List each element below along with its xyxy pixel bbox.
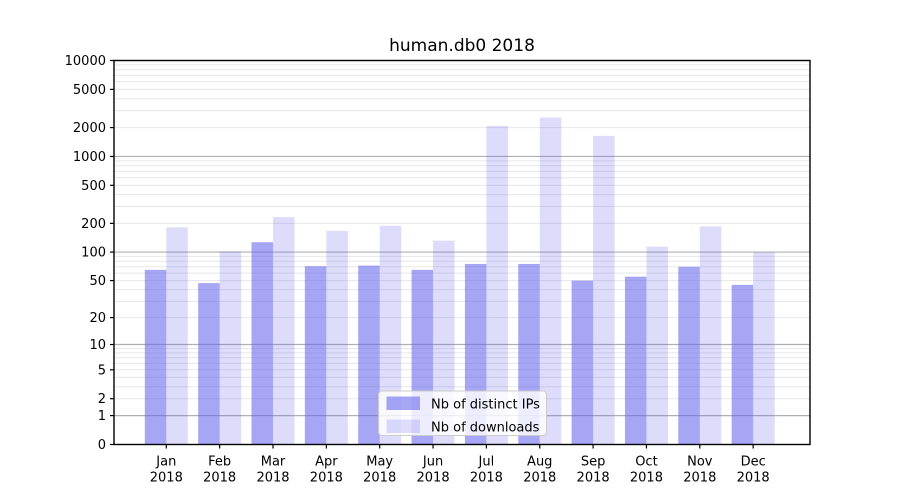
y-tick-label: 200 — [81, 217, 106, 232]
x-tick-label-year: 2018 — [737, 471, 770, 486]
y-tick-label: 1000 — [73, 150, 106, 165]
y-tick-label: 0 — [98, 438, 106, 453]
x-tick-label-month: Aug — [527, 455, 552, 470]
x-tick-label-year: 2018 — [470, 471, 503, 486]
x-axis: Jan2018Feb2018Mar2018Apr2018May2018Jun20… — [150, 444, 770, 486]
y-tick-label: 10000 — [65, 54, 106, 69]
legend-swatch-distinct-ips — [386, 396, 420, 410]
bar-dec-ips — [731, 284, 754, 445]
bar-may-downloads — [379, 225, 402, 445]
bar-nov-downloads — [699, 226, 722, 445]
x-tick-label-year: 2018 — [310, 471, 343, 486]
bar-jul-downloads — [486, 125, 508, 445]
legend-label-downloads: Nb of downloads — [431, 421, 540, 436]
bar-oct-downloads — [646, 246, 668, 445]
x-tick-label-month: Oct — [635, 455, 657, 470]
bar-dec-downloads — [753, 252, 775, 445]
y-axis: 0 1 2 5 10 20 50 100 200 500 1000 2000 5000 10000 — [65, 54, 114, 453]
x-tick-label-month: May — [366, 455, 393, 470]
x-tick-label-month: Sep — [581, 455, 606, 470]
legend-swatch-downloads — [386, 419, 420, 433]
x-tick-label-year: 2018 — [683, 471, 716, 486]
x-tick-label-month: Apr — [315, 455, 338, 470]
legend-box — [378, 390, 547, 436]
y-tick-label: 20 — [89, 311, 106, 326]
x-tick-label-year: 2018 — [630, 471, 663, 486]
y-tick-label: 2 — [98, 392, 106, 407]
x-tick-label-year: 2018 — [417, 471, 450, 486]
y-tick-label: 2000 — [73, 121, 106, 136]
x-tick-label-month: Jun — [422, 455, 443, 470]
bar-may-ips — [358, 265, 380, 445]
bar-feb-downloads — [219, 251, 242, 445]
y-tick-label: 5 — [98, 363, 106, 378]
bar-sep-downloads — [593, 135, 615, 445]
y-tick-label: 50 — [89, 274, 106, 289]
bar-apr-ips — [304, 266, 327, 445]
y-tick-label: 5000 — [73, 83, 106, 98]
y-tick-label: 1 — [98, 409, 106, 424]
y-tick-label: 100 — [81, 246, 106, 261]
bar-sep-ips — [571, 280, 594, 445]
y-tick-label: 10 — [89, 338, 106, 353]
x-tick-label-month: Jul — [478, 455, 495, 470]
legend: Nb of distinct IPs Nb of downloads — [378, 390, 547, 436]
x-tick-label-year: 2018 — [523, 471, 556, 486]
bar-nov-ips — [678, 266, 700, 445]
bar-apr-downloads — [326, 230, 348, 445]
bar-aug-downloads — [539, 117, 562, 445]
bar-jan-ips — [144, 269, 167, 445]
x-tick-label-month: Mar — [261, 455, 286, 470]
x-tick-label-year: 2018 — [150, 471, 183, 486]
x-tick-label-month: Feb — [208, 455, 231, 470]
x-tick-label-year: 2018 — [363, 471, 396, 486]
x-tick-label-year: 2018 — [577, 471, 610, 486]
bar-feb-ips — [198, 283, 220, 445]
bar-mar-ips — [251, 242, 273, 445]
bar-mar-downloads — [273, 217, 295, 445]
y-tick-label: 500 — [81, 179, 106, 194]
x-tick-label-year: 2018 — [256, 471, 289, 486]
legend-label-distinct-ips: Nb of distinct IPs — [431, 398, 540, 413]
bars-downloads — [166, 117, 775, 445]
bar-oct-ips — [624, 276, 647, 445]
bar-jan-downloads — [166, 227, 188, 445]
x-tick-label-month: Dec — [741, 455, 766, 470]
x-tick-label-month: Jan — [155, 455, 176, 470]
x-tick-label-month: Nov — [687, 455, 713, 470]
chart-title: human.db0 2018 — [389, 36, 535, 56]
x-tick-label-year: 2018 — [203, 471, 236, 486]
